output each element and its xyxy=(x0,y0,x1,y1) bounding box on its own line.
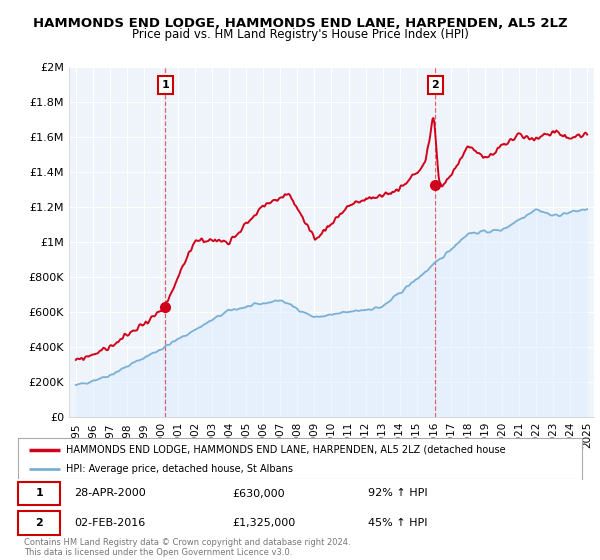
Text: 02-FEB-2016: 02-FEB-2016 xyxy=(74,518,146,528)
Text: 2: 2 xyxy=(35,518,43,528)
Text: 1: 1 xyxy=(35,488,43,498)
Text: HAMMONDS END LODGE, HAMMONDS END LANE, HARPENDEN, AL5 2LZ (detached house: HAMMONDS END LODGE, HAMMONDS END LANE, H… xyxy=(66,445,506,455)
Text: HPI: Average price, detached house, St Albans: HPI: Average price, detached house, St A… xyxy=(66,464,293,474)
FancyBboxPatch shape xyxy=(18,511,60,535)
Text: 1: 1 xyxy=(161,80,169,90)
FancyBboxPatch shape xyxy=(18,482,60,505)
Text: 45% ↑ HPI: 45% ↑ HPI xyxy=(368,518,427,528)
Text: Price paid vs. HM Land Registry's House Price Index (HPI): Price paid vs. HM Land Registry's House … xyxy=(131,28,469,41)
Text: HAMMONDS END LODGE, HAMMONDS END LANE, HARPENDEN, AL5 2LZ: HAMMONDS END LODGE, HAMMONDS END LANE, H… xyxy=(32,17,568,30)
Text: 28-APR-2000: 28-APR-2000 xyxy=(74,488,146,498)
Text: 2: 2 xyxy=(431,80,439,90)
Text: Contains HM Land Registry data © Crown copyright and database right 2024.
This d: Contains HM Land Registry data © Crown c… xyxy=(24,538,350,557)
Text: £630,000: £630,000 xyxy=(232,488,285,498)
Text: 92% ↑ HPI: 92% ↑ HPI xyxy=(368,488,427,498)
Text: £1,325,000: £1,325,000 xyxy=(232,518,296,528)
